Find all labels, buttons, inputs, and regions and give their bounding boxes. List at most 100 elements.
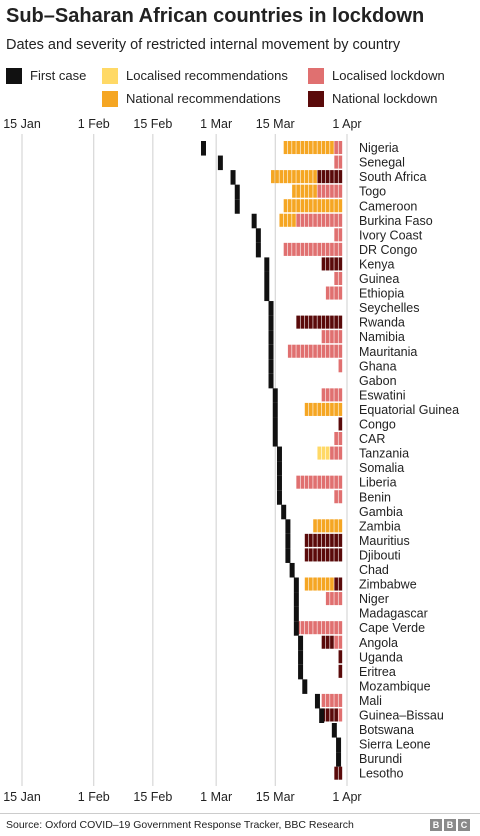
- policy-cell: [334, 519, 338, 533]
- policy-cell: [325, 315, 330, 329]
- first-case-marker: [331, 723, 337, 738]
- policy-cell: [321, 621, 326, 635]
- policy-cell: [313, 533, 317, 547]
- policy-cell: [283, 141, 288, 155]
- policy-cell: [300, 141, 305, 155]
- policy-cell: [325, 621, 330, 635]
- first-case-marker: [234, 184, 240, 200]
- policy-cell: [279, 213, 284, 227]
- policy-cell: [304, 199, 309, 213]
- policy-cell: [313, 548, 317, 562]
- policy-cell: [287, 170, 292, 184]
- policy-cell: [287, 199, 292, 213]
- first-case-marker: [285, 548, 291, 563]
- x-tick-bottom-label: 1 Apr: [332, 790, 361, 804]
- bbc-logo: B B C: [430, 819, 470, 831]
- policy-cell: [313, 242, 317, 256]
- country-label: Togo: [359, 185, 386, 199]
- policy-cell: [338, 286, 343, 300]
- policy-cell: [321, 533, 326, 547]
- country-label: Mauritius: [359, 534, 410, 548]
- policy-cell: [309, 344, 313, 358]
- policy-cell: [325, 330, 330, 344]
- policy-cell: [325, 635, 330, 649]
- policy-cell: [313, 170, 317, 184]
- policy-cell: [338, 228, 343, 242]
- country-label: Guinea: [359, 272, 399, 286]
- policy-cell: [334, 242, 338, 256]
- country-label: Zambia: [359, 519, 401, 533]
- first-case-marker: [276, 446, 282, 462]
- policy-cell: [309, 242, 313, 256]
- policy-cell: [275, 170, 279, 184]
- policy-cell: [325, 141, 330, 155]
- policy-cell: [309, 170, 313, 184]
- lockdown-timeline-chart: 15 Jan 15 Jan 1 Feb 1 Feb 15 Feb 15 Feb 1 Mar 1…: [3, 117, 459, 804]
- policy-cell: [317, 533, 322, 547]
- policy-cell: [334, 592, 338, 606]
- policy-cell: [313, 344, 317, 358]
- first-case-marker: [234, 199, 240, 214]
- country-label: Guinea–Bissau: [359, 709, 444, 723]
- country-label: Lesotho: [359, 767, 404, 781]
- policy-cell: [334, 446, 338, 460]
- policy-cell: [271, 170, 275, 184]
- policy-cell: [321, 693, 326, 707]
- policy-cell: [304, 242, 309, 256]
- policy-cell: [304, 184, 309, 198]
- policy-cell: [325, 184, 330, 198]
- country-label: Ivory Coast: [359, 228, 423, 242]
- first-case-marker: [289, 562, 295, 578]
- policy-cell: [325, 242, 330, 256]
- policy-cell: [296, 213, 300, 227]
- policy-cell: [321, 402, 326, 416]
- first-case-marker: [255, 242, 261, 258]
- policy-cell: [317, 242, 322, 256]
- policy-cell: [330, 199, 334, 213]
- policy-cell: [330, 533, 334, 547]
- policy-cell: [317, 621, 322, 635]
- policy-cell: [338, 708, 343, 722]
- first-case-marker: [268, 373, 274, 389]
- policy-cell: [296, 199, 300, 213]
- policy-cell: [300, 199, 305, 213]
- policy-cell: [296, 141, 300, 155]
- policy-cell: [338, 490, 343, 504]
- first-case-marker: [298, 635, 304, 651]
- first-case-marker: [268, 359, 274, 374]
- policy-cell: [309, 402, 313, 416]
- first-case-marker: [230, 170, 236, 185]
- country-label: Angola: [359, 636, 398, 650]
- policy-cell: [330, 315, 334, 329]
- policy-cell: [317, 315, 322, 329]
- country-label: Senegal: [359, 156, 405, 170]
- legend-swatch-first-case: [6, 68, 22, 84]
- policy-cell: [292, 184, 296, 198]
- first-case-marker: [268, 344, 274, 360]
- policy-cell: [338, 330, 343, 344]
- policy-cell: [338, 388, 343, 402]
- policy-cell: [330, 446, 334, 460]
- policy-cell: [325, 548, 330, 562]
- policy-cell: [334, 766, 338, 780]
- country-label: Rwanda: [359, 316, 405, 330]
- first-case-marker: [276, 475, 282, 491]
- policy-cell: [309, 199, 313, 213]
- policy-cell: [296, 315, 300, 329]
- policy-cell: [330, 621, 334, 635]
- policy-cell: [334, 184, 338, 198]
- policy-cell: [325, 388, 330, 402]
- legend-swatch-localised-recommendations: [102, 68, 118, 84]
- policy-cell: [296, 475, 300, 489]
- policy-cell: [304, 344, 309, 358]
- legend-swatch-national-lockdown: [308, 91, 324, 107]
- policy-cell: [313, 141, 317, 155]
- policy-cell: [300, 184, 305, 198]
- x-tick-top-label: 15 Jan: [3, 117, 41, 131]
- first-case-marker: [285, 533, 291, 549]
- policy-cell: [313, 402, 317, 416]
- policy-cell: [300, 170, 305, 184]
- policy-cell: [325, 577, 330, 591]
- first-case-marker: [302, 679, 308, 694]
- policy-cell: [317, 446, 322, 460]
